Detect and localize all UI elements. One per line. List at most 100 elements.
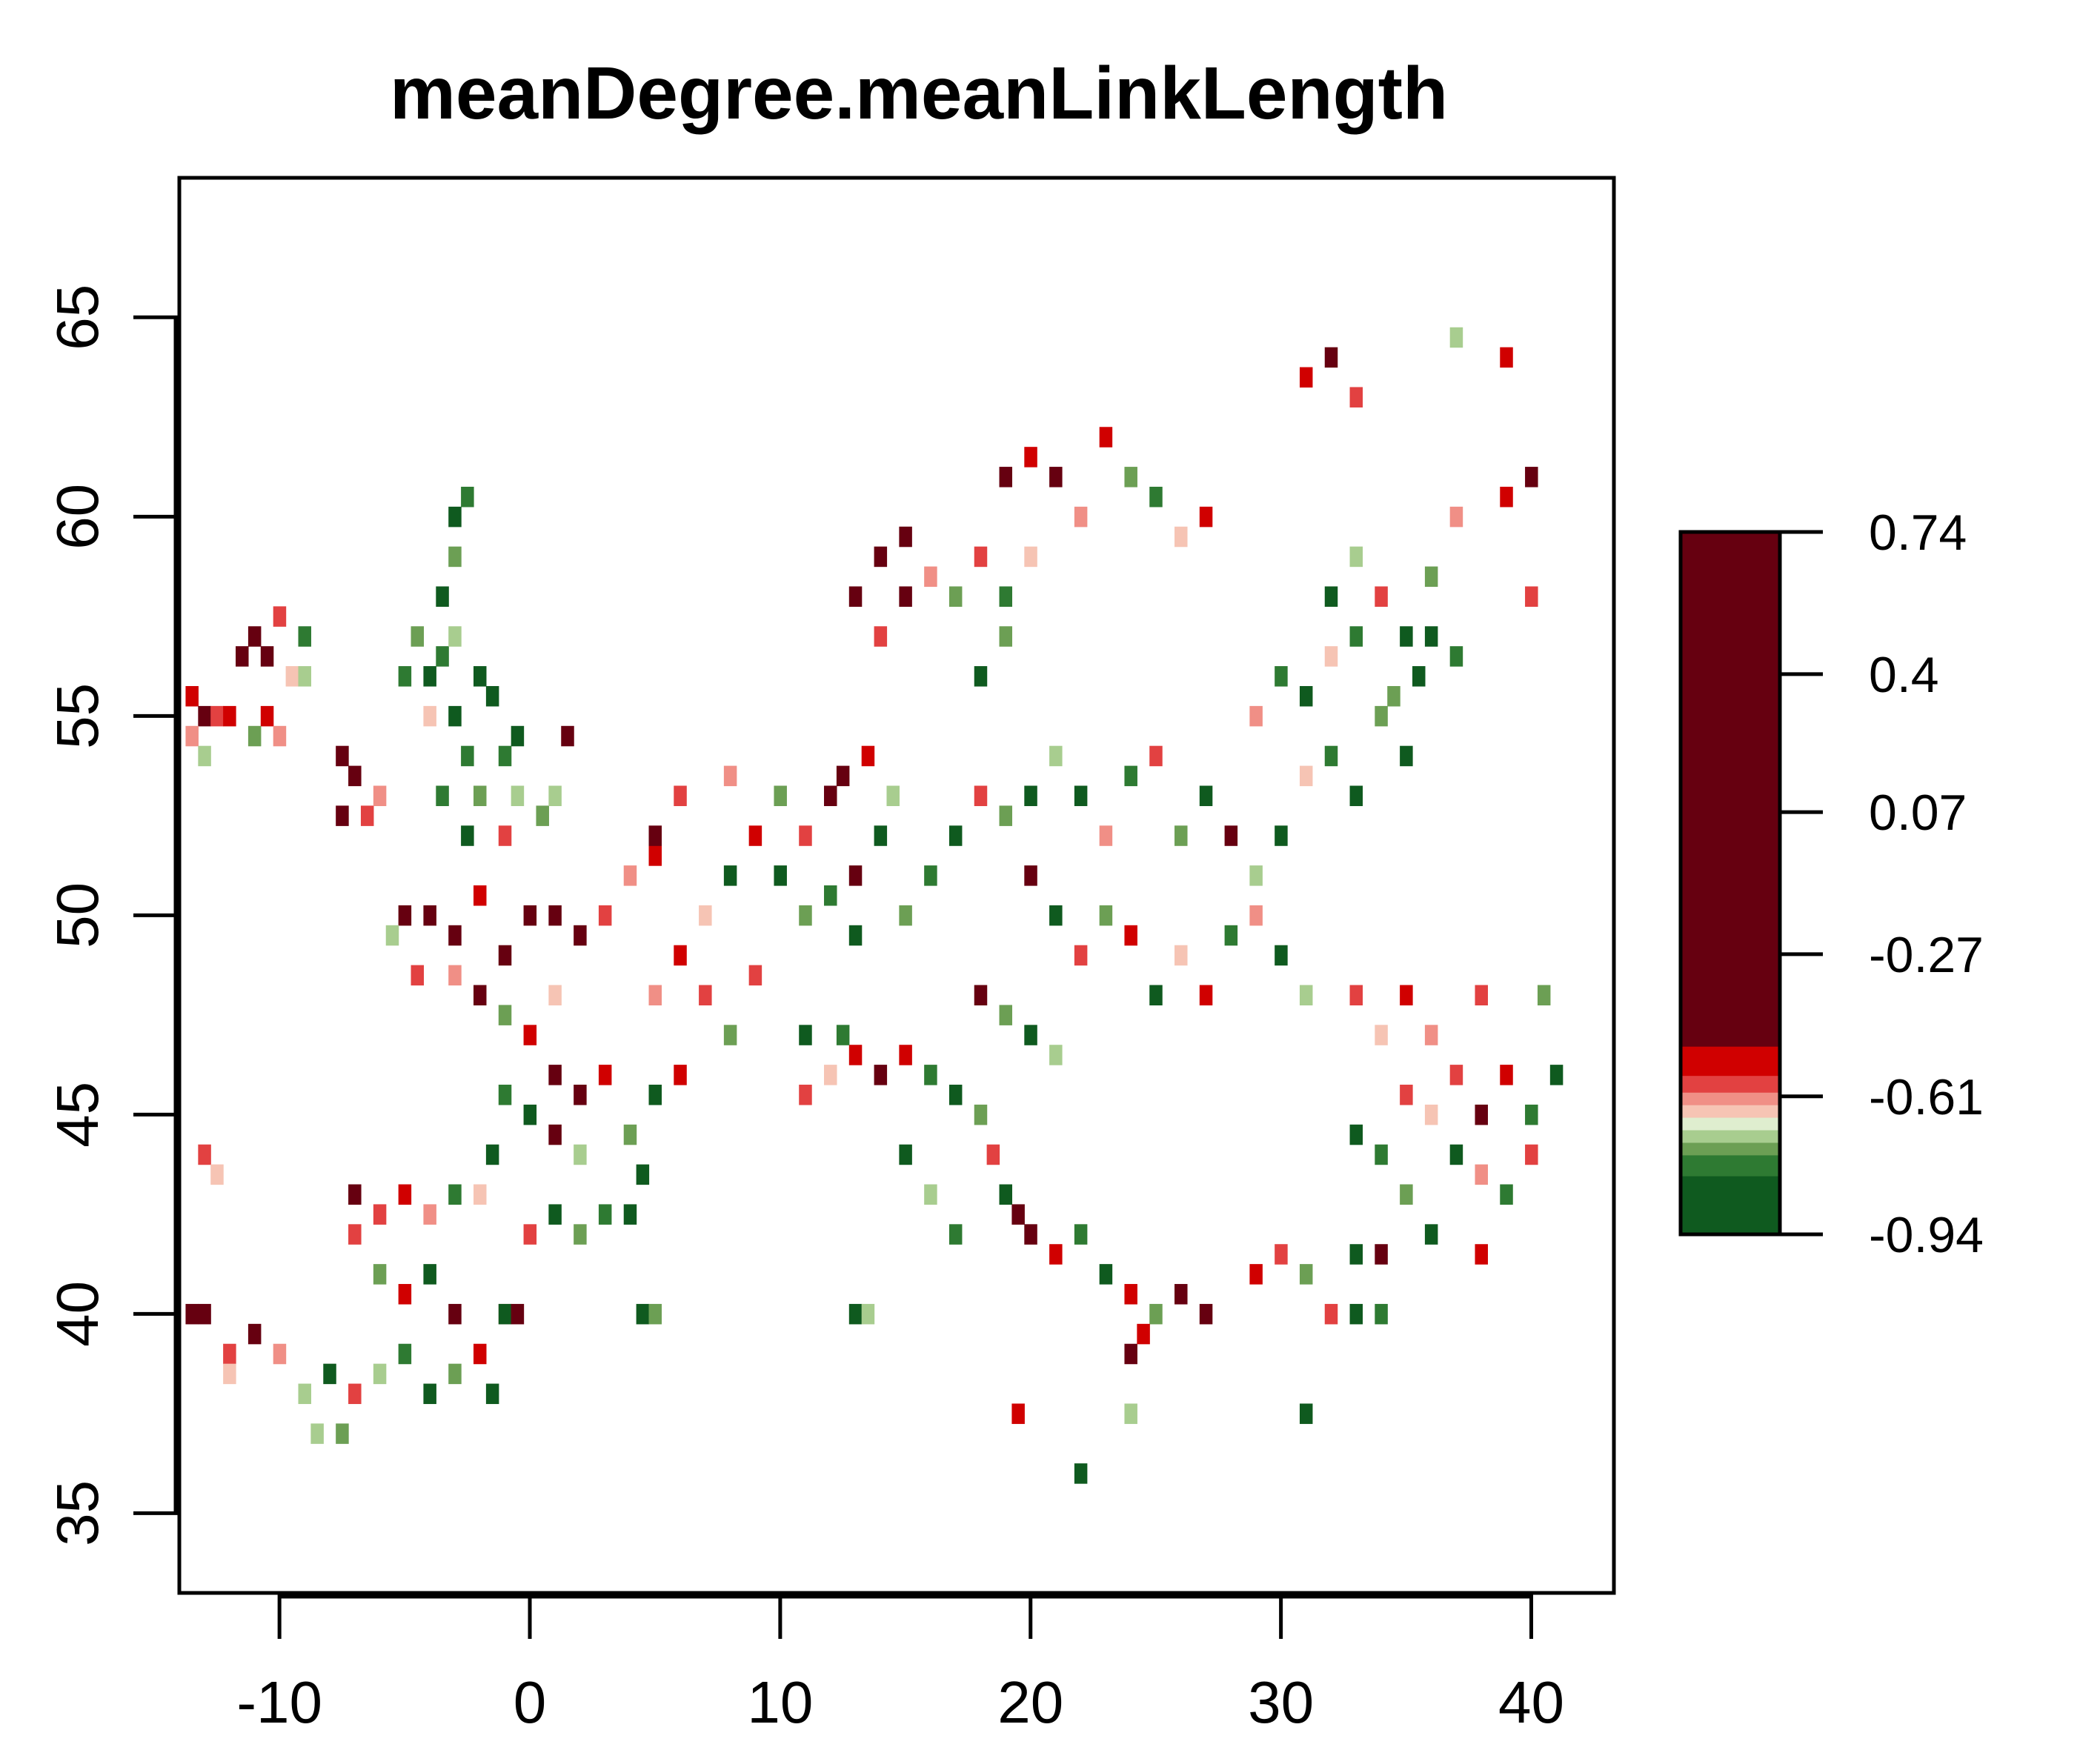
raster-cell — [536, 805, 549, 826]
raster-cell — [1349, 546, 1363, 568]
raster-cell — [1149, 985, 1163, 1006]
raster-cell — [1500, 486, 1513, 508]
raster-cell — [899, 1144, 912, 1165]
raster-cell — [1500, 1184, 1513, 1205]
raster-cell — [623, 865, 637, 886]
y-tick-label: 60 — [44, 484, 110, 550]
raster-cell — [236, 646, 249, 667]
raster-cell — [548, 1065, 562, 1085]
raster-cell — [723, 865, 737, 886]
raster-cell — [1349, 1124, 1363, 1145]
raster-cell — [1449, 1065, 1463, 1085]
raster-cell — [348, 1184, 362, 1205]
raster-cell — [1299, 685, 1313, 707]
raster-cell — [1275, 945, 1288, 966]
raster-cell — [1099, 427, 1113, 448]
raster-cell — [636, 1164, 650, 1185]
raster-cell — [574, 1085, 587, 1105]
raster-cell — [1275, 666, 1288, 687]
raster-cell — [498, 1005, 512, 1025]
raster-cell — [448, 1184, 462, 1205]
raster-cell — [398, 1343, 412, 1365]
raster-cell — [1375, 586, 1388, 607]
raster-cell — [1249, 705, 1263, 727]
raster-cell — [1424, 626, 1438, 647]
raster-cell — [623, 1204, 637, 1225]
raster-cell — [1324, 347, 1338, 368]
raster-cell — [1475, 1104, 1488, 1125]
raster-cell — [1299, 765, 1313, 787]
raster-cell — [623, 1124, 637, 1145]
raster-cell — [1475, 1164, 1488, 1185]
raster-cell — [1174, 1284, 1188, 1305]
raster-cell — [1500, 347, 1513, 368]
y-axis: 35 40 45 50 55 60 65 — [44, 285, 179, 1546]
raster-cell — [723, 765, 737, 787]
raster-cell — [1199, 1303, 1213, 1325]
raster-cell — [1449, 506, 1463, 528]
raster-cell — [674, 785, 687, 806]
raster-cell — [1024, 546, 1037, 568]
raster-cell — [473, 1184, 487, 1205]
raster-cell — [548, 1124, 562, 1145]
raster-cell — [974, 1104, 988, 1125]
raster-cell — [223, 1363, 236, 1385]
raster-cell — [1349, 1303, 1363, 1325]
raster-cell — [473, 785, 487, 806]
x-tick-label: 30 — [1248, 1669, 1314, 1735]
raster-cell — [1099, 825, 1113, 846]
raster-cell — [1224, 825, 1238, 846]
raster-cell — [748, 965, 762, 986]
raster-cell — [1174, 526, 1188, 548]
x-tick-label: -10 — [236, 1669, 322, 1735]
raster-cell — [247, 626, 262, 647]
raster-cell — [448, 925, 462, 946]
legend-color-band — [1681, 532, 1780, 1047]
raster-cell — [1400, 1184, 1413, 1205]
legend-color-band — [1681, 1075, 1780, 1093]
raster-cell — [748, 825, 762, 846]
raster-cell — [1375, 705, 1388, 727]
raster-cell — [1149, 486, 1163, 508]
raster-cell — [848, 925, 863, 946]
raster-cell — [574, 1144, 587, 1165]
raster-cell — [247, 725, 262, 747]
raster-cell — [824, 785, 837, 806]
raster-cell — [198, 1303, 211, 1325]
x-tick-label: 0 — [514, 1669, 547, 1735]
raster-cell — [411, 626, 425, 647]
x-tick-label: 40 — [1498, 1669, 1564, 1735]
raster-cell — [373, 785, 387, 806]
raster-cell — [1549, 1065, 1564, 1085]
raster-cell — [1375, 1025, 1388, 1045]
raster-cell — [886, 785, 900, 806]
raster-cell — [1049, 905, 1063, 926]
raster-cell — [210, 1164, 224, 1185]
raster-cell — [974, 546, 988, 568]
raster-cell — [1124, 765, 1137, 787]
raster-cell — [974, 666, 988, 687]
raster-cell — [1074, 785, 1088, 806]
raster-cell — [373, 1204, 387, 1225]
raster-cell — [423, 1383, 436, 1405]
legend-color-band — [1681, 1142, 1780, 1156]
raster-cell — [848, 865, 863, 886]
raster-cell — [198, 1144, 211, 1165]
raster-cell — [448, 965, 462, 986]
raster-cell — [574, 1224, 587, 1245]
raster-cell — [398, 905, 412, 926]
raster-cell — [974, 985, 988, 1006]
raster-cell — [1124, 467, 1137, 488]
raster-cell — [874, 1065, 888, 1085]
raster-cell — [1299, 1264, 1313, 1285]
raster-cell — [1024, 447, 1037, 468]
y-tick-label: 50 — [44, 882, 110, 948]
raster-cell — [436, 646, 449, 667]
legend-color-band — [1681, 1154, 1780, 1177]
raster-cell — [986, 1144, 1000, 1165]
raster-cell — [1124, 1343, 1137, 1365]
raster-cell — [310, 1423, 324, 1444]
raster-cell — [485, 1383, 499, 1405]
raster-cell — [473, 666, 487, 687]
raster-cell — [1475, 985, 1488, 1006]
